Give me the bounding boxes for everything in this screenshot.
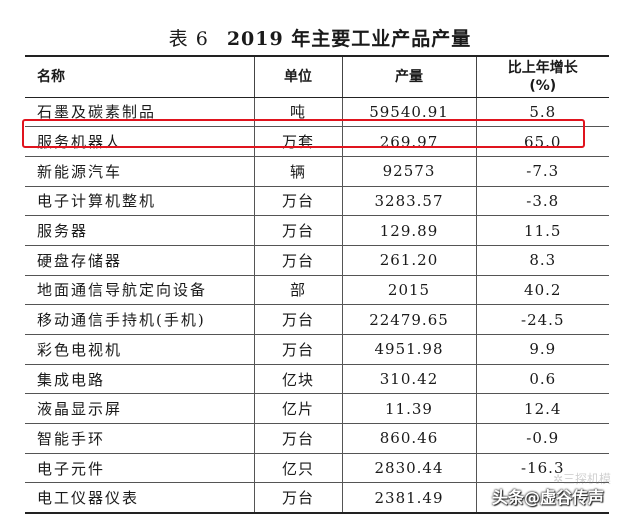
production-table: 名称 单位 产量 比上年增长 (%) 石墨及碳素制品 吨 59540.91 5.… [25, 55, 609, 514]
table-number: 表 6 [168, 28, 209, 50]
faint-watermark: ✲三探机模 [553, 472, 612, 486]
row-name: 硬盘存储器 [25, 245, 255, 276]
row-unit: 亿片 [253, 393, 343, 425]
row-output: 59540.91 [341, 97, 477, 128]
row-unit: 万台 [253, 482, 343, 514]
row-name: 新能源汽车 [25, 156, 255, 187]
row-unit: 万台 [253, 186, 343, 217]
table-row: 移动通信手持机(手机) 万台 22479.65 -24.5 [25, 304, 609, 335]
table-row: 液晶显示屏 亿片 11.39 12.4 [25, 393, 609, 425]
table-row: 智能手环 万台 860.46 -0.9 [25, 423, 609, 454]
row-change: 65.0 [475, 126, 609, 157]
row-change: 3.2 [475, 482, 609, 514]
row-output: 22479.65 [341, 304, 477, 335]
row-output: 3283.57 [341, 186, 477, 217]
table-row: 电子计算机整机 万台 3283.57 -3.8 [25, 186, 609, 217]
row-change: 12.4 [475, 393, 609, 425]
header-change-unit: (%) [529, 77, 557, 94]
row-change: -3.8 [475, 186, 609, 217]
row-unit: 吨 [253, 97, 343, 128]
table-row: 石墨及碳素制品 吨 59540.91 5.8 [25, 97, 609, 128]
row-name: 电子元件 [25, 453, 255, 484]
row-name: 液晶显示屏 [25, 393, 255, 425]
table-row-highlighted: 服务机器人 万套 269.97 65.0 [25, 126, 609, 157]
table-row: 新能源汽车 辆 92573 -7.3 [25, 156, 609, 187]
table-row: 电子元件 亿只 2830.44 -16.3 [25, 453, 609, 484]
row-output: 2830.44 [341, 453, 477, 484]
row-unit: 辆 [253, 156, 343, 187]
row-change: 0.6 [475, 364, 609, 395]
row-name: 电子计算机整机 [25, 186, 255, 217]
table-title: 表 6 2019 年主要工业产品产量 [0, 24, 640, 51]
row-output: 269.97 [341, 126, 477, 157]
row-unit: 万台 [253, 215, 343, 246]
row-output: 4951.98 [341, 334, 477, 365]
row-output: 860.46 [341, 423, 477, 454]
row-unit: 万台 [253, 334, 343, 365]
row-name: 石墨及碳素制品 [25, 97, 255, 128]
header-name: 名称 [25, 55, 255, 98]
row-change: 8.3 [475, 245, 609, 276]
table-header-row: 名称 单位 产量 比上年增长 (%) [25, 55, 609, 98]
header-unit: 单位 [253, 55, 343, 98]
table-row: 地面通信导航定向设备 部 2015 40.2 [25, 275, 609, 306]
row-output: 11.39 [341, 393, 477, 425]
row-name: 彩色电视机 [25, 334, 255, 365]
row-name: 智能手环 [25, 423, 255, 454]
table-row: 集成电路 亿块 310.42 0.6 [25, 364, 609, 395]
row-change: 11.5 [475, 215, 609, 246]
row-output: 2381.49 [341, 482, 477, 514]
row-change: -16.3 [475, 453, 609, 484]
header-change: 比上年增长 (%) [475, 55, 609, 98]
table-title-text: 2019 年主要工业产品产量 [226, 28, 472, 50]
row-unit: 部 [253, 275, 343, 306]
row-change: 5.8 [475, 97, 609, 128]
row-change: -24.5 [475, 304, 609, 335]
source-watermark: 头条@虚谷传声 [492, 488, 605, 507]
row-change: 9.9 [475, 334, 609, 365]
row-output: 92573 [341, 156, 477, 187]
row-change: -0.9 [475, 423, 609, 454]
row-output: 129.89 [341, 215, 477, 246]
row-name: 电工仪器仪表 [25, 482, 255, 514]
row-unit: 万台 [253, 245, 343, 276]
row-unit: 万台 [253, 423, 343, 454]
row-unit: 万套 [253, 126, 343, 157]
row-change: 40.2 [475, 275, 609, 306]
table-row: 电工仪器仪表 万台 2381.49 3.2 [25, 482, 609, 514]
table-row: 彩色电视机 万台 4951.98 9.9 [25, 334, 609, 365]
header-change-label: 比上年增长 [507, 59, 578, 76]
row-output: 310.42 [341, 364, 477, 395]
row-name: 服务器 [25, 215, 255, 246]
row-name: 移动通信手持机(手机) [25, 304, 255, 335]
row-name: 地面通信导航定向设备 [25, 275, 255, 306]
row-unit: 亿块 [253, 364, 343, 395]
row-output: 2015 [341, 275, 477, 306]
table-row: 硬盘存储器 万台 261.20 8.3 [25, 245, 609, 276]
row-change: -7.3 [475, 156, 609, 187]
table-row: 服务器 万台 129.89 11.5 [25, 215, 609, 246]
row-name: 集成电路 [25, 364, 255, 395]
row-output: 261.20 [341, 245, 477, 276]
row-name: 服务机器人 [25, 126, 255, 157]
header-output: 产量 [341, 55, 477, 98]
row-unit: 亿只 [253, 453, 343, 484]
row-unit: 万台 [253, 304, 343, 335]
